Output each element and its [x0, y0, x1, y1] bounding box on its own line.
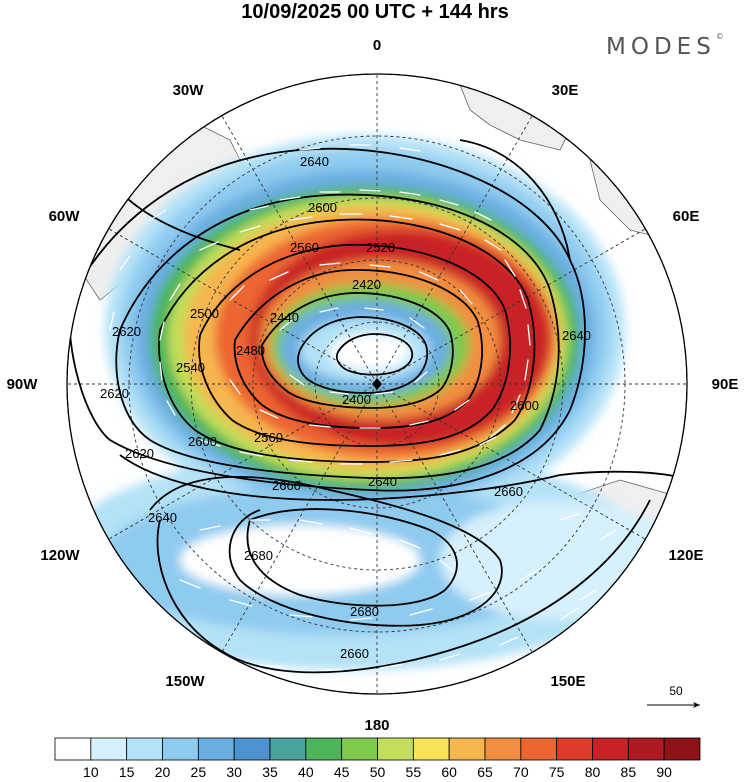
pole-marker — [372, 378, 382, 390]
colorbar-box — [663, 737, 701, 761]
contour-label: 2540 — [176, 360, 205, 375]
lon-label: 90E — [712, 376, 739, 393]
contour-label: 2560 — [290, 240, 319, 255]
chart-title: 10/09/2025 00 UTC + 144 hrs — [241, 1, 509, 23]
colorbar-box — [484, 737, 522, 761]
contour-label: 2640 — [300, 154, 329, 169]
contour-label: 2680 — [244, 548, 273, 563]
colorbar-box — [341, 737, 378, 761]
colorbar-box — [54, 737, 92, 761]
contour-label: 2600 — [308, 200, 337, 215]
contour-label: 2640 — [562, 328, 591, 343]
longitude-labels: 0 30E 30W 60E 60W 90E 90W 120E 120W 150E… — [7, 37, 739, 734]
lon-label: 60E — [673, 208, 700, 225]
lon-label: 120W — [40, 547, 80, 564]
colorbar-label: 20 — [155, 764, 171, 780]
wind-speed-shading — [67, 135, 680, 670]
contour-label: 2420 — [352, 277, 381, 292]
colorbar-label: 35 — [262, 764, 278, 780]
colorbar-label: 15 — [119, 764, 135, 780]
map-disc: 2640 2600 2560 2520 2500 2440 2420 2480 … — [67, 74, 687, 694]
contour-label: 2640 — [148, 510, 177, 525]
colorbar-label: 90 — [656, 764, 672, 780]
lon-label: 60W — [49, 208, 81, 225]
lon-label: 120E — [668, 547, 703, 564]
reference-vector-arrow — [647, 702, 700, 708]
colorbar-box — [269, 737, 307, 761]
colorbar-box — [162, 737, 199, 761]
colorbar-box — [592, 737, 629, 761]
colorbar-box — [126, 737, 163, 761]
colorbar-label: 65 — [477, 764, 493, 780]
contour-label: 2400 — [342, 392, 371, 407]
contour-label: 2660 — [340, 646, 369, 661]
colorbar-box — [520, 737, 558, 761]
height-contours — [68, 139, 687, 674]
colorbar-label: 25 — [191, 764, 207, 780]
colorbar-label: 10 — [83, 764, 99, 780]
contour-label: 2480 — [236, 343, 265, 358]
lon-label: 90W — [7, 376, 39, 393]
contour-label: 2500 — [190, 306, 219, 321]
colorbar-label: 60 — [441, 764, 457, 780]
contour-label: 2600 — [188, 434, 217, 449]
colorbar-box — [305, 737, 343, 761]
lon-label: 30W — [173, 82, 205, 99]
brand-mark: © — [715, 32, 724, 42]
outer-latitude — [66, 73, 688, 695]
colorbar-label: 80 — [585, 764, 601, 780]
contour-label: 2560 — [254, 430, 283, 445]
colorbar-label: 55 — [406, 764, 422, 780]
colorbar-label: 70 — [513, 764, 529, 780]
colorbar-label: 45 — [334, 764, 350, 780]
lon-label: 180 — [364, 717, 389, 734]
contour-label: 2440 — [270, 310, 299, 325]
contour-label: 2620 — [112, 324, 141, 339]
lon-label: 30E — [552, 82, 579, 99]
lon-label: 150W — [165, 673, 205, 690]
colorbar-box — [556, 737, 593, 761]
contour-labels: 2640 2600 2560 2520 2500 2440 2420 2480 … — [100, 154, 591, 661]
colorbar-box — [448, 737, 486, 761]
colorbar-box — [412, 737, 450, 761]
contour-label: 2520 — [366, 240, 395, 255]
colorbar-box — [197, 737, 235, 761]
contour-label: 2620 — [100, 386, 129, 401]
contour-label: 2600 — [510, 398, 539, 413]
lon-label: 150E — [550, 673, 585, 690]
contour-label: 2660 — [494, 484, 523, 499]
contour-label: 2640 — [368, 474, 397, 489]
contour-label: 2620 — [125, 446, 154, 461]
colorbar-box — [233, 737, 271, 761]
lon-label: 0 — [373, 37, 381, 54]
contour-label: 2660 — [272, 478, 301, 493]
contour-label: 2680 — [350, 604, 379, 619]
colorbar-box — [377, 737, 414, 761]
brand-logo: MODES© — [606, 32, 724, 60]
colorbar-label: 40 — [298, 764, 314, 780]
colorbar-box — [627, 737, 665, 761]
colorbar-label: 75 — [549, 764, 565, 780]
colorbar-boxes — [54, 737, 701, 761]
colorbar-label: 30 — [226, 764, 242, 780]
colorbar-label: 85 — [621, 764, 637, 780]
colorbar-label: 50 — [370, 764, 386, 780]
colorbar: 10 15 20 25 30 35 40 45 50 55 60 65 70 75 80 85 90 — [54, 737, 701, 780]
reference-vector-label: 50 — [669, 684, 683, 698]
brand-name: MODES — [606, 34, 716, 60]
colorbar-labels: 10 15 20 25 30 35 40 45 50 55 60 65 70 75 80 85 90 — [83, 764, 672, 780]
colorbar-box — [90, 737, 128, 761]
